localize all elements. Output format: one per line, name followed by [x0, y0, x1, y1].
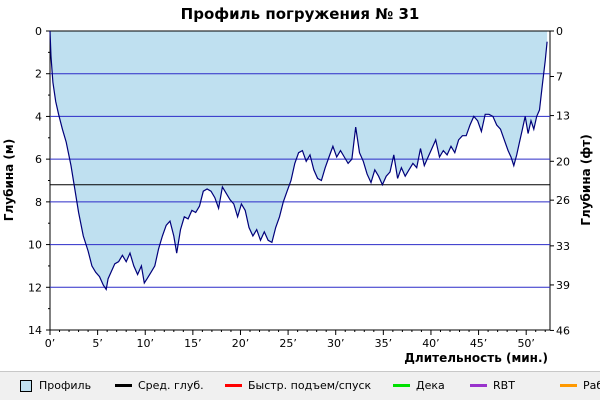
- y-tick-label-right: 7: [556, 70, 563, 83]
- x-tick-label: 30’: [327, 337, 345, 350]
- x-tick-label: 25’: [279, 337, 297, 350]
- chart-legend: Профиль Сред. глуб. Быстр. подъем/спуск Дек…: [0, 371, 600, 400]
- legend-label: Сред. глуб.: [138, 379, 204, 392]
- x-tick-label: 35’: [375, 337, 393, 350]
- y-tick-label-left: 4: [35, 110, 42, 123]
- y-tick-label-right: 33: [556, 240, 570, 253]
- chart-title: Профиль погружения № 31: [181, 5, 420, 23]
- y-axis-label-left: Глубина (м): [2, 139, 16, 221]
- y-tick-label-right: 20: [556, 155, 570, 168]
- legend-label: RBT: [493, 379, 515, 392]
- y-tick-label-right: 46: [556, 324, 570, 337]
- y-tick-label-right: 26: [556, 194, 570, 207]
- y-tick-label-right: 0: [556, 25, 563, 38]
- x-tick-label: 40’: [422, 337, 440, 350]
- legend-label: Раб.: [583, 379, 600, 392]
- x-axis-label: Длительность (мин.): [404, 351, 548, 365]
- legend-swatch: [560, 384, 577, 387]
- x-tick-label: 20’: [232, 337, 250, 350]
- legend-swatch: [225, 384, 242, 387]
- y-tick-label-left: 10: [28, 239, 42, 252]
- legend-label: Дека: [416, 379, 445, 392]
- legend-swatch: [470, 384, 487, 387]
- y-axis-label-right: Глубина (фт): [579, 134, 593, 225]
- y-tick-label-left: 8: [35, 196, 42, 209]
- profile-area: [50, 31, 548, 290]
- legend-swatch: [393, 384, 410, 387]
- x-tick-label: 0’: [45, 337, 56, 350]
- y-tick-label-right: 13: [556, 110, 570, 123]
- y-tick-label-left: 2: [35, 68, 42, 81]
- y-tick-label-right: 39: [556, 279, 570, 292]
- legend-label: Профиль: [39, 379, 92, 392]
- y-tick-label-left: 6: [35, 153, 42, 166]
- x-tick-label: 5’: [92, 337, 103, 350]
- legend-swatch: [115, 384, 132, 387]
- profile-line: [49, 30, 548, 291]
- x-tick-label: 15’: [184, 337, 202, 350]
- y-tick-label-left: 14: [28, 324, 42, 337]
- x-tick-label: 50’: [517, 337, 535, 350]
- legend-label: Быстр. подъем/спуск: [248, 379, 372, 392]
- x-tick-label: 10’: [136, 337, 154, 350]
- y-tick-label-left: 0: [35, 25, 42, 38]
- x-tick-label: 45’: [470, 337, 488, 350]
- legend-swatch: [20, 380, 32, 392]
- y-tick-label-left: 12: [28, 281, 42, 294]
